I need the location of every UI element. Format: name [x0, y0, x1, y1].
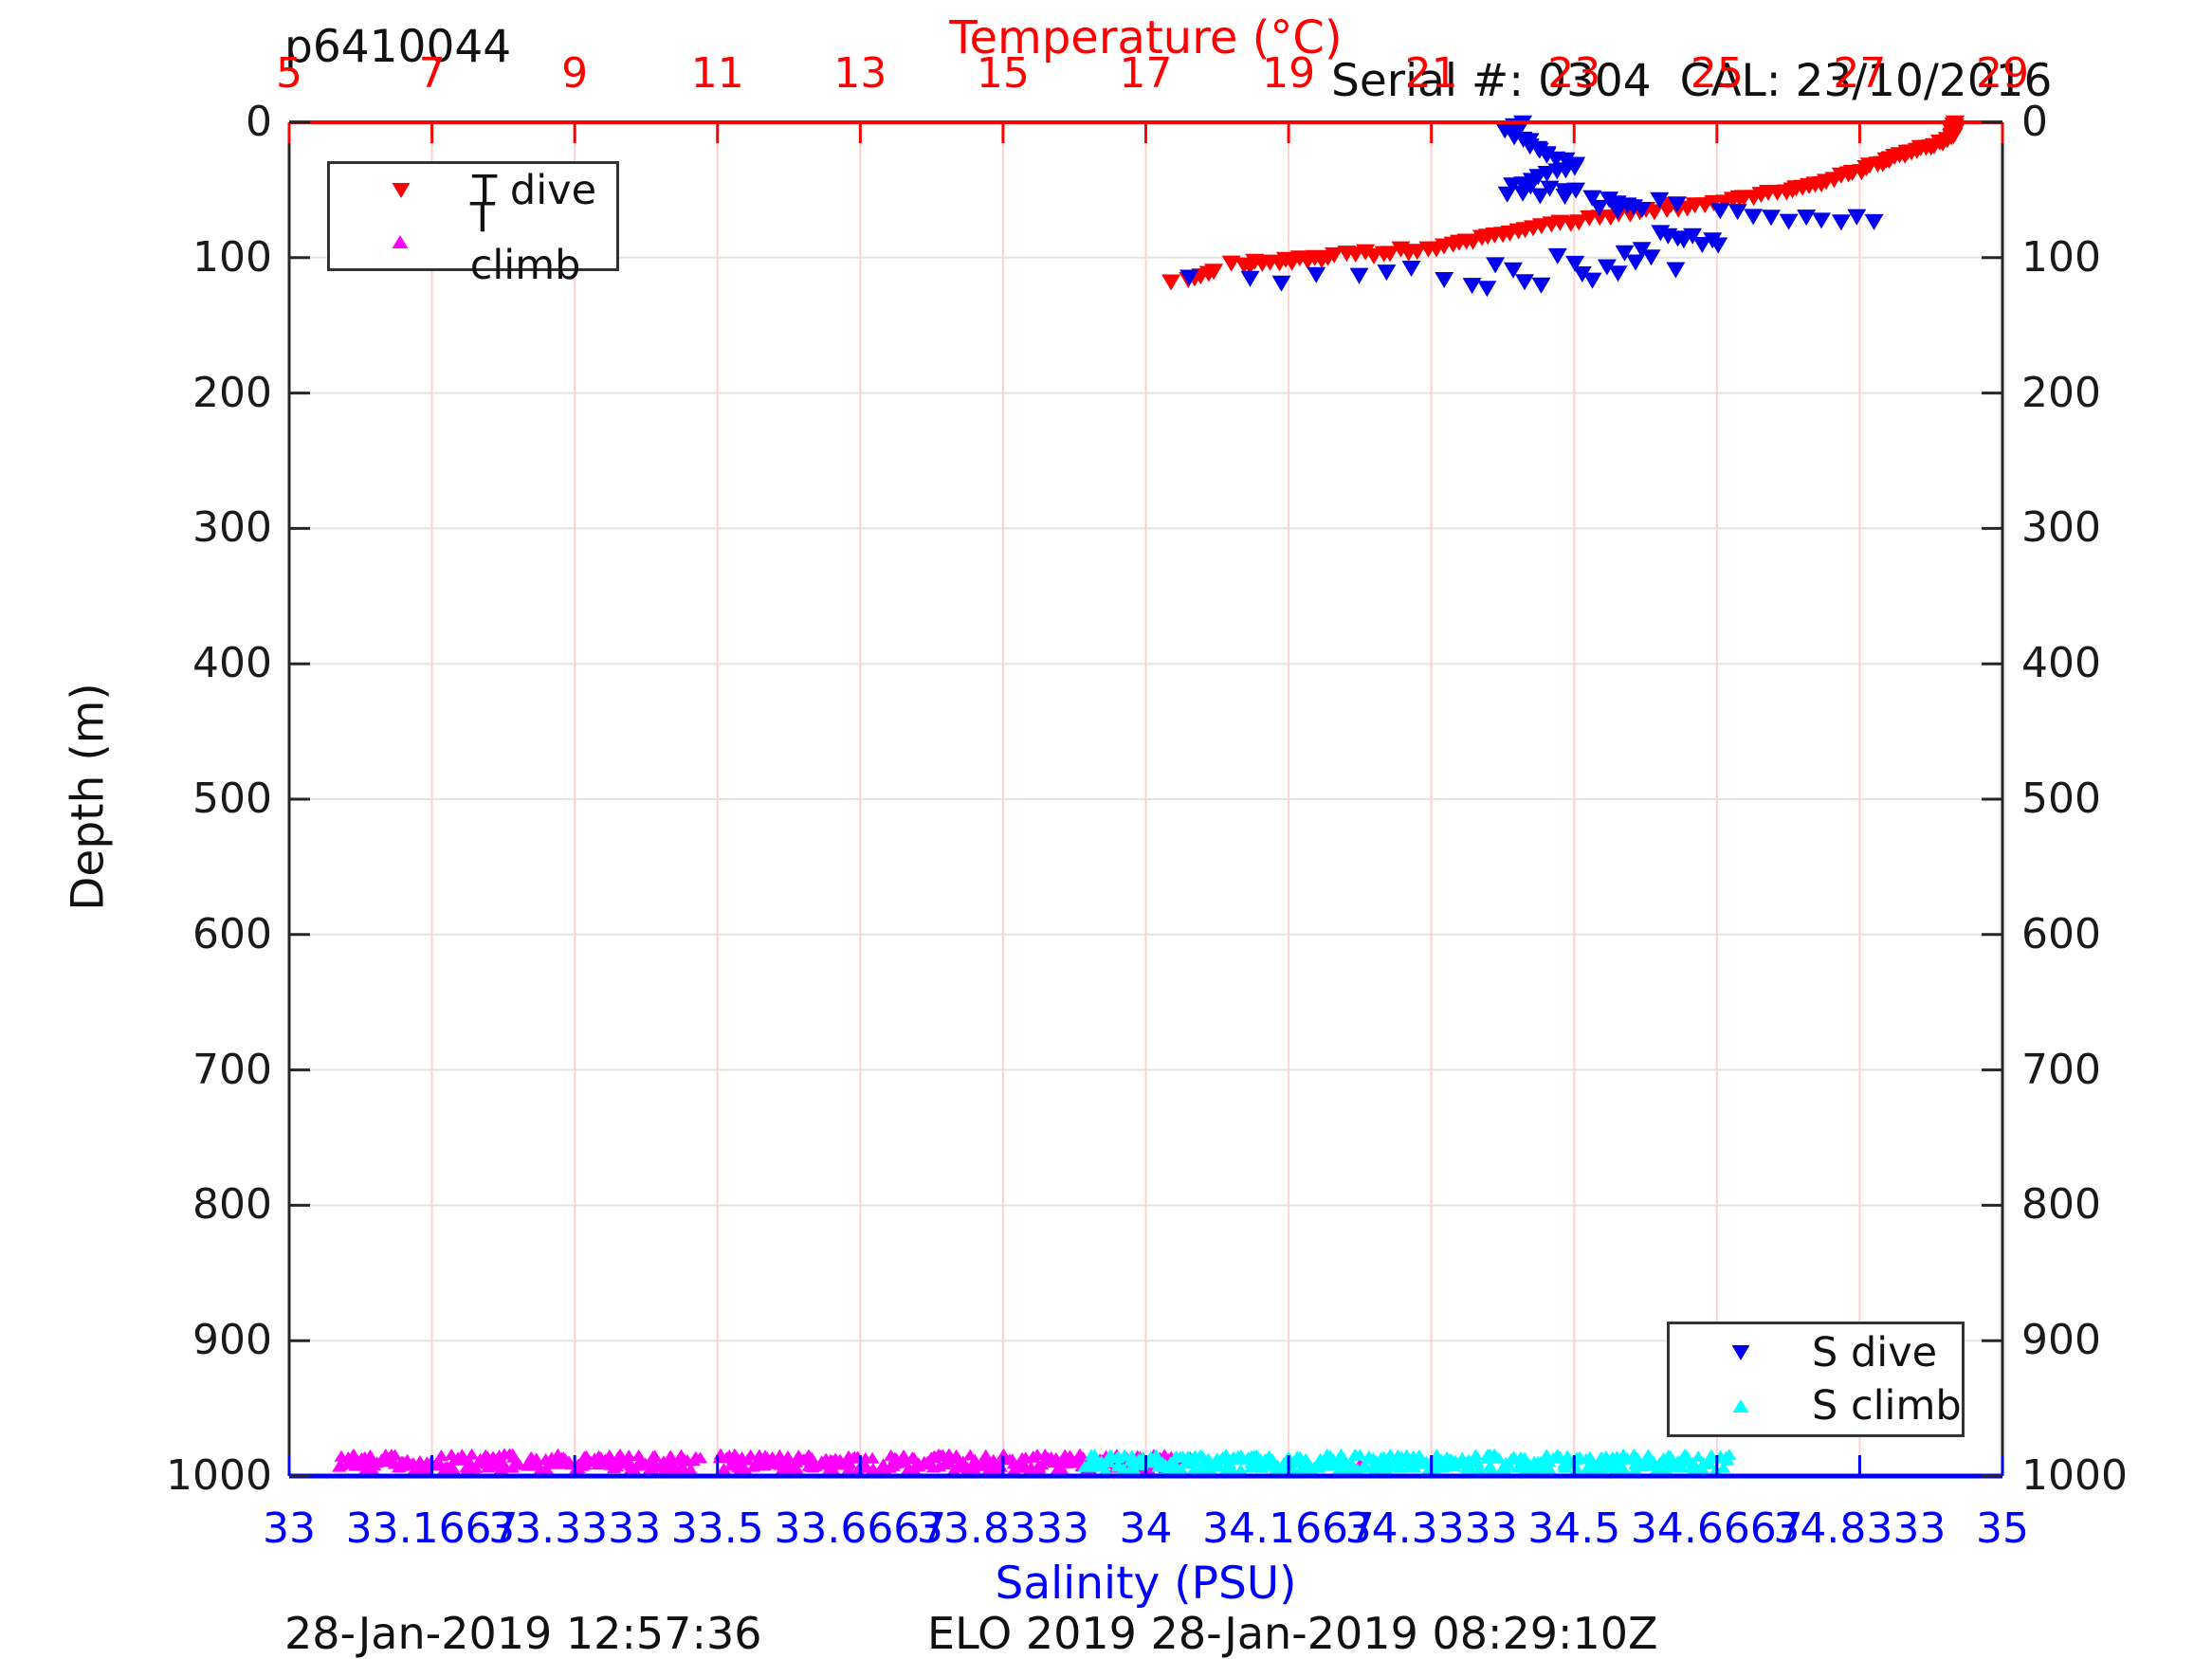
- depth-tick-label-right: 100: [2021, 232, 2101, 282]
- serial-calibration-text: Serial #: 0304 CAL: 23/10/2016: [1331, 55, 2053, 107]
- salinity-tick-label: 35: [1976, 1504, 2029, 1553]
- temperature-tick-label: 9: [561, 49, 589, 98]
- salinity-tick-label: 33.5: [670, 1504, 764, 1553]
- temperature-axis-title: Temperature (°C): [949, 11, 1343, 64]
- temperature-tick-label: 5: [276, 49, 302, 98]
- legend-label: T climb: [469, 193, 581, 289]
- legend-label: S dive: [1812, 1329, 1938, 1377]
- salinity-tick-label: 33: [263, 1504, 316, 1553]
- temperature-tick-label: 13: [833, 49, 887, 98]
- salinity-axis-title: Salinity (PSU): [995, 1558, 1297, 1610]
- depth-tick-label-left: 500: [192, 775, 272, 823]
- temperature-tick-label: 23: [1547, 49, 1601, 98]
- s-dive-marker-icon: [1670, 1337, 1812, 1369]
- legend-label: T dive: [472, 167, 597, 215]
- salinity-tick-label: 34: [1119, 1504, 1173, 1553]
- salinity-tick-label: 34.3333: [1344, 1504, 1518, 1553]
- legend-item-t-climb: T climb: [330, 194, 616, 289]
- depth-tick-label-right: 200: [2021, 368, 2101, 417]
- temperature-tick-label: 11: [690, 49, 744, 98]
- salinity-tick-label: 34.1667: [1202, 1504, 1376, 1553]
- depth-tick-label-right: 800: [2021, 1180, 2101, 1230]
- t-dive-marker-icon: [330, 174, 472, 207]
- series-t-climb: [332, 1448, 1367, 1476]
- legend-item-s-climb: S climb: [1670, 1382, 1962, 1430]
- depth-tick-label-left: 100: [192, 232, 272, 282]
- depth-tick-label-left: 0: [246, 98, 272, 146]
- depth-tick-label-left: 1000: [166, 1451, 272, 1500]
- salinity-tick-label: 33.6667: [774, 1504, 947, 1553]
- s-climb-marker-icon: [1670, 1390, 1812, 1422]
- salinity-tick-label: 33.3333: [488, 1504, 662, 1553]
- depth-tick-label-right: 1000: [2021, 1451, 2128, 1500]
- temperature-tick-label: 17: [1119, 49, 1173, 98]
- series-t-dive: [1161, 115, 1966, 291]
- temperature-tick-label: 25: [1690, 49, 1744, 98]
- dive-timestamp: ELO 2019 28-Jan-2019 08:29:10Z: [927, 1608, 1658, 1659]
- depth-tick-label-left: 700: [192, 1045, 272, 1094]
- legend-temperature: T dive T climb: [327, 161, 619, 289]
- depth-tick-label-left: 800: [192, 1180, 272, 1230]
- legend-item-t-dive: T dive: [330, 167, 616, 214]
- depth-tick-label-left: 300: [192, 503, 272, 553]
- temperature-tick-label: 21: [1404, 49, 1458, 98]
- depth-tick-label-right: 600: [2021, 909, 2101, 958]
- temperature-tick-label: 7: [418, 49, 446, 98]
- depth-tick-label-right: 300: [2021, 503, 2101, 553]
- plot-timestamp: 28-Jan-2019 12:57:36: [284, 1608, 762, 1659]
- salinity-tick-label: 33.1667: [345, 1504, 519, 1553]
- t-climb-marker-icon: [330, 226, 470, 258]
- salinity-tick-label: 34.5: [1527, 1504, 1621, 1553]
- legend-salinity: S dive S climb: [1667, 1322, 1965, 1437]
- temperature-tick-label: 15: [976, 49, 1030, 98]
- depth-tick-label-left: 900: [192, 1316, 272, 1365]
- temperature-tick-label: 27: [1833, 49, 1887, 98]
- salinity-tick-label: 34.8333: [1773, 1504, 1947, 1553]
- depth-tick-label-right: 700: [2021, 1045, 2101, 1094]
- series-s-dive: [1179, 115, 1884, 298]
- depth-tick-label-left: 600: [192, 909, 272, 958]
- depth-tick-label-right: 900: [2021, 1316, 2101, 1365]
- temperature-tick-label: 29: [1976, 49, 2029, 98]
- salinity-tick-label: 33.8333: [916, 1504, 1089, 1553]
- temperature-tick-label: 19: [1262, 49, 1316, 98]
- depth-tick-label-left: 200: [192, 368, 272, 417]
- salinity-tick-label: 34.6667: [1630, 1504, 1803, 1553]
- depth-tick-label-right: 500: [2021, 775, 2101, 823]
- depth-tick-label-right: 0: [2021, 98, 2048, 146]
- depth-tick-label-right: 400: [2021, 639, 2101, 688]
- legend-item-s-dive: S dive: [1670, 1329, 1962, 1376]
- depth-tick-label-left: 400: [192, 639, 272, 688]
- figure-title: p6410044: [284, 21, 512, 73]
- series-s-climb: [1077, 1448, 1737, 1476]
- legend-label: S climb: [1812, 1381, 1962, 1430]
